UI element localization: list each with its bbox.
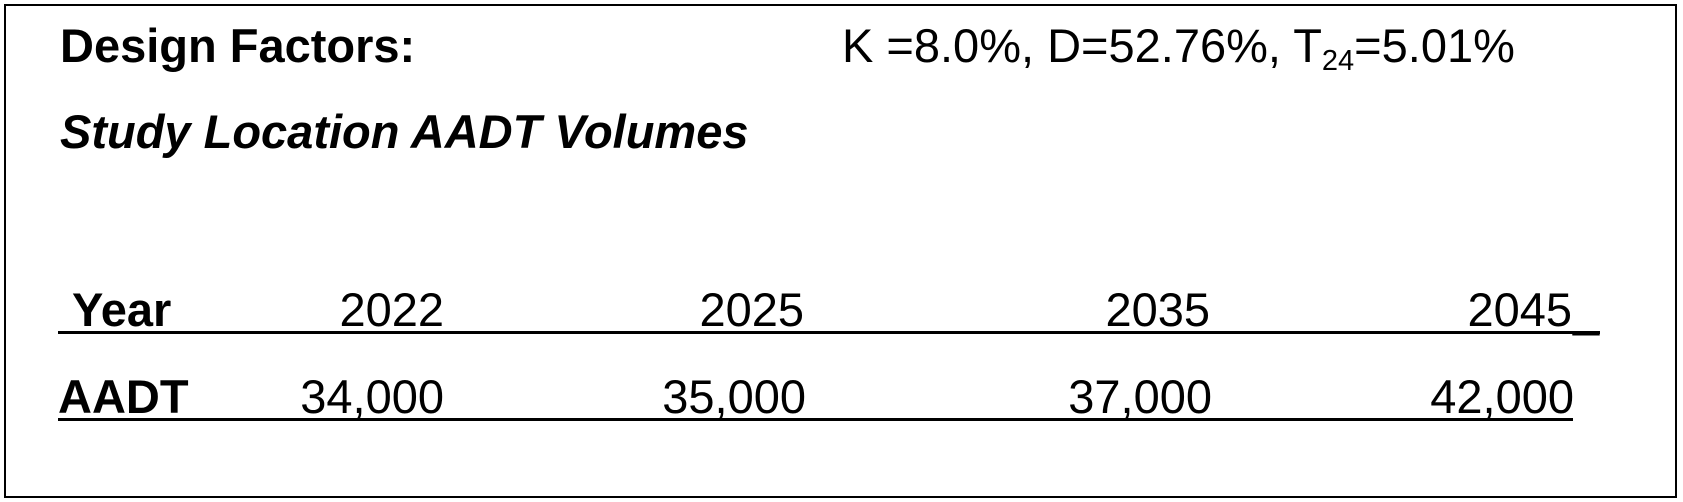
k-factor: K =8.0%,	[842, 19, 1035, 72]
year-trailing-underscore: _	[1573, 283, 1600, 336]
subtitle: Study Location AADT Volumes	[60, 105, 749, 158]
aadt-cell-2022: 34,000	[300, 370, 444, 423]
year-row-rule	[58, 331, 1600, 334]
d-factor: D=52.76%,	[1047, 19, 1281, 72]
aadt-row-rule	[58, 418, 1573, 421]
t-factor-prefix: T	[1293, 19, 1322, 72]
t-factor-subscript: 24	[1321, 45, 1355, 77]
document-frame	[4, 4, 1677, 498]
year-cell-2025: 2025	[699, 283, 804, 336]
aadt-label: AADT	[58, 370, 189, 423]
year-cell-2022: 2022	[339, 283, 444, 336]
t-factor: T24=5.01%	[1293, 19, 1515, 76]
design-factors-label: Design Factors:	[60, 19, 416, 72]
year-cell-2035: 2035	[1105, 283, 1210, 336]
aadt-cell-2025: 35,000	[662, 370, 806, 423]
year-label: Year	[72, 283, 172, 336]
aadt-cell-2035: 37,000	[1068, 370, 1212, 423]
design-factors-values: K =8.0%, D=52.76%, T24=5.01%	[842, 19, 1515, 76]
t-factor-value: =5.01%	[1354, 19, 1515, 72]
year-cell-2045: 2045	[1467, 283, 1572, 336]
aadt-cell-2045: 42,000	[1430, 370, 1574, 423]
